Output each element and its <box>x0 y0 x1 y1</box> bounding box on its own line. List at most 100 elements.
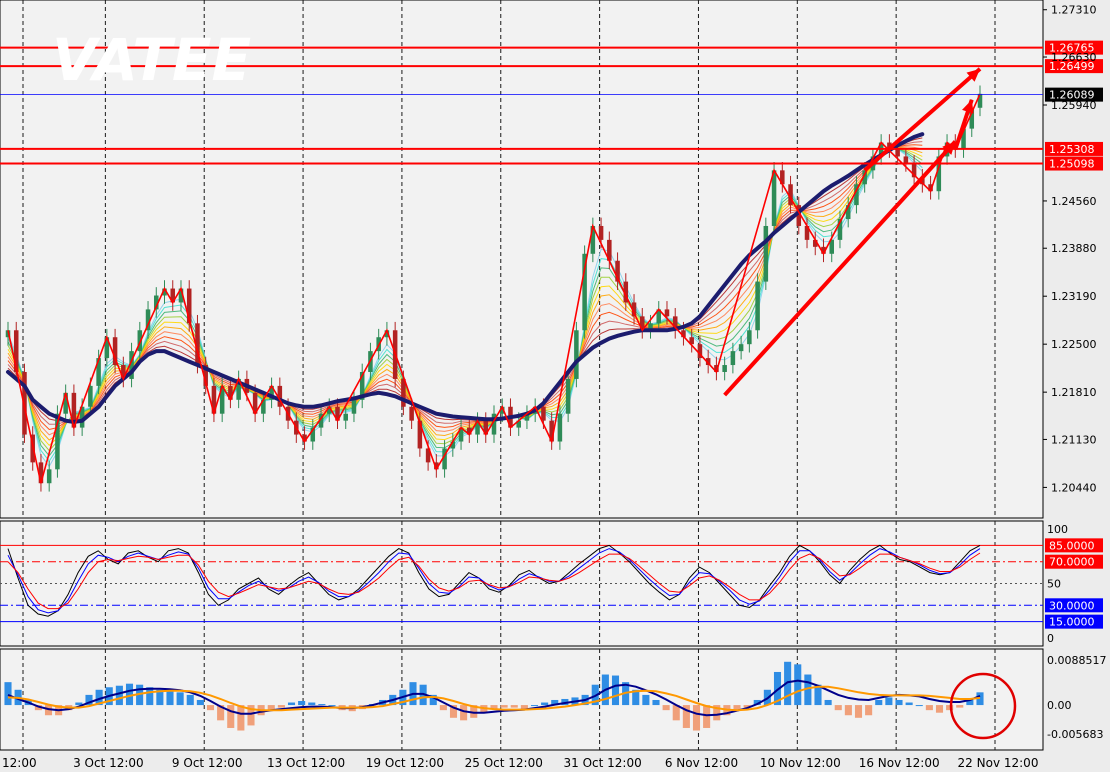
macd-histogram-bar <box>946 705 954 711</box>
stochastic-level-box <box>1045 554 1103 569</box>
level-label-box <box>1045 141 1103 156</box>
macd-histogram-bar <box>733 705 741 711</box>
stochastic-level-label: 30.0000 <box>1049 599 1095 612</box>
horizontal-levels[interactable]: 1.26765 1.26499 1.25308 1.25098 1.26089 <box>0 40 1103 171</box>
macd-histogram-bar <box>247 705 255 726</box>
macd-histogram-bar <box>662 705 670 711</box>
price-panel[interactable]: 1.26765 1.26499 1.25308 1.25098 1.26089 1.27… <box>0 0 1103 519</box>
candle <box>705 349 711 374</box>
macd-histogram-bar <box>460 705 468 721</box>
candle <box>236 370 241 409</box>
stochastic-panel[interactable]: 85.0000 70.0000 30.0000 15.0000 100 50 0 <box>0 520 1103 647</box>
macd-histogram-bar <box>713 705 721 721</box>
macd-panel[interactable]: 0.0088517 0.00 -0.005683 <box>0 648 1107 751</box>
macd-histogram-bar <box>206 705 215 711</box>
macd-histogram-bar <box>834 705 842 711</box>
price-tick-label: 1.23880 <box>1051 242 1097 255</box>
macd-histogram-bar <box>227 705 235 728</box>
candle <box>186 280 192 332</box>
time-tick-label: 22 Nov 12:00 <box>958 756 1039 770</box>
candle <box>977 85 983 117</box>
macd-histogram-bar <box>642 694 650 706</box>
macd-histogram-bar <box>915 705 923 707</box>
candle <box>434 454 439 478</box>
ribbon-line <box>7 146 923 436</box>
candle <box>129 342 134 388</box>
macd-histogram-bar <box>277 705 285 708</box>
candle <box>631 294 637 325</box>
candle <box>170 280 176 311</box>
macd-histogram-bar <box>115 685 123 706</box>
candle <box>335 398 340 430</box>
level-label-box <box>1045 156 1103 171</box>
price-plot-area <box>0 0 1044 519</box>
candle <box>38 454 44 492</box>
macd-histogram-bar <box>125 683 134 706</box>
level-label: 1.25098 <box>1049 158 1095 171</box>
candle <box>104 328 110 367</box>
stochastic-tick-label: 50 <box>1047 578 1061 591</box>
stochastic-axis: 100 50 0 <box>1047 523 1068 645</box>
macd-histogram-bar <box>865 705 873 716</box>
time-tick-label: 6 Nov 12:00 <box>665 756 738 770</box>
candle <box>607 231 612 270</box>
macd-histogram-bar <box>186 694 194 706</box>
candle <box>714 356 719 381</box>
macd-histogram-bar <box>520 705 528 711</box>
macd-histogram-bar <box>95 689 103 706</box>
candle <box>491 405 497 443</box>
macd-axis: 0.0088517 0.00 -0.005683 <box>1047 654 1107 741</box>
candle <box>928 175 933 200</box>
candle <box>137 321 143 360</box>
candle <box>730 342 736 374</box>
macd-histogram-bar <box>753 699 761 706</box>
macd-histogram-bar <box>439 705 447 711</box>
candle <box>203 356 208 395</box>
price-tick-label: 1.21130 <box>1051 433 1097 446</box>
macd-histogram-bar <box>844 705 852 716</box>
macd-tick-label: -0.005683 <box>1047 728 1103 741</box>
candle <box>788 175 793 214</box>
macd-histogram-bar <box>237 705 245 731</box>
candle <box>121 356 126 388</box>
macd-histogram-bar <box>703 705 711 728</box>
level-label: 1.25308 <box>1049 143 1095 156</box>
candle <box>738 335 744 360</box>
macd-histogram-bar <box>318 704 326 706</box>
candle <box>63 384 68 423</box>
candle <box>804 217 810 249</box>
candle <box>574 321 579 388</box>
macd-histogram-bar <box>166 689 174 706</box>
candle <box>458 419 464 450</box>
time-tick-label: 16 Nov 12:00 <box>859 756 940 770</box>
macd-histogram-bar <box>530 705 539 707</box>
price-grid <box>22 0 996 518</box>
candle <box>228 377 233 409</box>
macd-histogram-bar <box>44 705 53 716</box>
candle <box>549 412 554 450</box>
candle <box>623 273 629 311</box>
price-tick-label: 1.27310 <box>1051 4 1097 17</box>
price-tick-label: 1.22500 <box>1051 338 1097 351</box>
candle <box>467 419 472 443</box>
level-label: 1.26499 <box>1049 60 1095 73</box>
trend-arrow-head <box>966 68 980 82</box>
candle <box>343 405 348 430</box>
stochastic-level-box <box>1045 538 1103 553</box>
macd-histogram-bar <box>632 689 640 706</box>
level-label-box <box>1045 40 1103 55</box>
candle <box>269 377 274 409</box>
candle <box>656 301 662 332</box>
macd-histogram-bar <box>895 699 903 706</box>
trend-arrow-head <box>962 99 974 114</box>
signal-line <box>7 685 981 712</box>
stochastic-level-box <box>1045 598 1103 613</box>
candle <box>920 168 925 193</box>
zigzag-line <box>7 93 981 484</box>
macd-plot-area <box>0 648 1044 751</box>
current-price-box <box>1045 87 1103 102</box>
macd-histogram-bar <box>196 699 204 706</box>
macd-histogram-bar <box>4 682 12 706</box>
stochastic-lines <box>7 544 981 617</box>
